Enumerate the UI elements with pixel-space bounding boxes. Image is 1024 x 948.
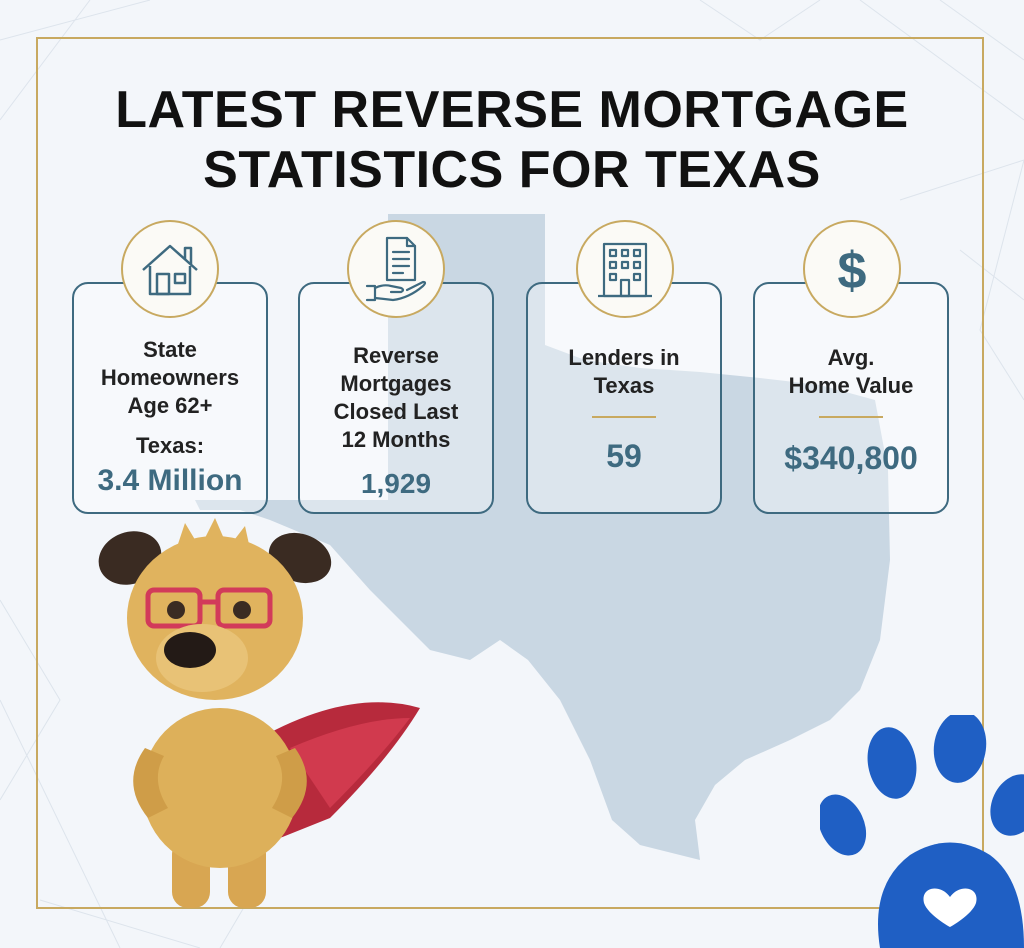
divider [592, 416, 656, 418]
label-line: State [143, 337, 197, 362]
svg-text:$: $ [838, 242, 867, 300]
divider [819, 416, 883, 418]
label-line: 12 Months [341, 427, 451, 452]
label-line: Reverse [353, 343, 439, 368]
card-label: Avg. Home Value [755, 344, 947, 400]
label-line: Closed Last [333, 399, 459, 424]
label-line: Age 62+ [127, 393, 213, 418]
label-line: Mortgages [340, 371, 452, 396]
stat-card-home-value: Avg. Home Value $340,800 [753, 282, 949, 514]
card-value: 3.4 Million [97, 464, 243, 497]
stat-card-homeowners: State Homeowners Age 62+ Texas: 3.4 Mill… [72, 282, 268, 514]
card-sublabel: Texas: [135, 433, 205, 458]
dollar-icon: $ [803, 220, 901, 318]
building-icon [576, 220, 674, 318]
stat-card-reverse-mortgages: Reverse Mortgages Closed Last 12 Months … [298, 282, 494, 514]
card-label: State Homeowners Age 62+ [74, 336, 266, 420]
card-value: 59 [606, 438, 642, 474]
page-title: LATEST REVERSE MORTGAGE STATISTICS FOR T… [0, 80, 1024, 200]
label-line: Home Value [788, 373, 914, 398]
card-label: Lenders in Texas [528, 344, 720, 400]
label-line: Homeowners [100, 365, 240, 390]
card-value: $340,800 [784, 440, 918, 476]
paw-print-icon [820, 715, 1024, 948]
house-icon [121, 220, 219, 318]
card-label: Reverse Mortgages Closed Last 12 Months [300, 342, 492, 454]
stat-card-lenders: Lenders in Texas 59 [526, 282, 722, 514]
title-line-1: LATEST REVERSE MORTGAGE [115, 81, 909, 139]
label-line: Avg. [827, 345, 875, 370]
label-line: Lenders in [568, 345, 680, 370]
gold-frame [36, 37, 984, 909]
label-line: Texas [593, 373, 655, 398]
title-line-2: STATISTICS FOR TEXAS [203, 141, 821, 199]
card-value: 1,929 [360, 468, 432, 499]
dog-mascot-image [98, 518, 420, 908]
document-hand-icon [347, 220, 445, 318]
